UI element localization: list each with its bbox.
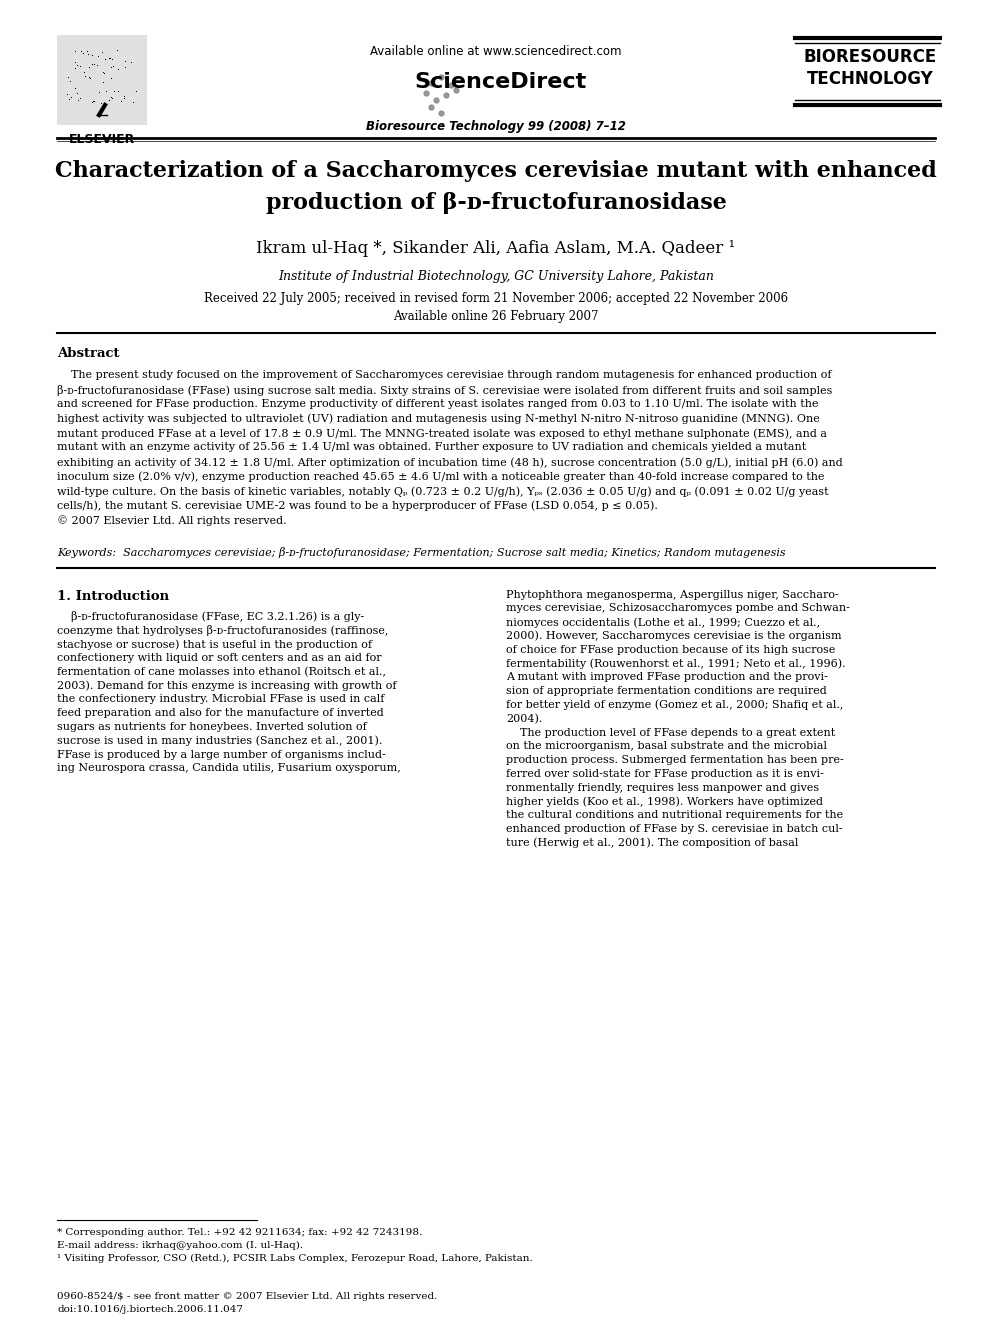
Text: fermentation of cane molasses into ethanol (Roitsch et al.,: fermentation of cane molasses into ethan…	[57, 667, 386, 677]
Text: A mutant with improved FFase production and the provi-: A mutant with improved FFase production …	[506, 672, 828, 683]
Text: ture (Herwig et al., 2001). The composition of basal: ture (Herwig et al., 2001). The composit…	[506, 837, 799, 848]
Text: higher yields (Koo et al., 1998). Workers have optimized: higher yields (Koo et al., 1998). Worker…	[506, 796, 823, 807]
Text: 0960-8524/$ - see front matter © 2007 Elsevier Ltd. All rights reserved.: 0960-8524/$ - see front matter © 2007 El…	[57, 1293, 437, 1301]
Text: ing Neurospora crassa, Candida utilis, Fusarium oxysporum,: ing Neurospora crassa, Candida utilis, F…	[57, 763, 401, 774]
Text: sucrose is used in many industries (Sanchez et al., 2001).: sucrose is used in many industries (Sanc…	[57, 736, 382, 746]
Text: coenzyme that hydrolyses β-ᴅ-fructofuranosides (raffinose,: coenzyme that hydrolyses β-ᴅ-fructofuran…	[57, 626, 389, 636]
Text: ¹ Visiting Professor, CSO (Retd.), PCSIR Labs Complex, Ferozepur Road, Lahore, P: ¹ Visiting Professor, CSO (Retd.), PCSIR…	[57, 1254, 533, 1263]
Text: the cultural conditions and nutritional requirements for the: the cultural conditions and nutritional …	[506, 810, 843, 820]
Text: β-ᴅ-fructofuranosidase (FFase, EC 3.2.1.26) is a gly-: β-ᴅ-fructofuranosidase (FFase, EC 3.2.1.…	[57, 611, 364, 623]
Text: Bioresource Technology 99 (2008) 7–12: Bioresource Technology 99 (2008) 7–12	[366, 120, 626, 134]
Bar	[57, 34, 147, 124]
Text: * Corresponding author. Tel.: +92 42 9211634; fax: +92 42 7243198.: * Corresponding author. Tel.: +92 42 921…	[57, 1228, 423, 1237]
Text: The present study focused on the improvement of Saccharomyces cerevisiae through: The present study focused on the improve…	[57, 370, 831, 380]
Text: the confectionery industry. Microbial FFase is used in calf: the confectionery industry. Microbial FF…	[57, 695, 384, 704]
Text: feed preparation and also for the manufacture of inverted: feed preparation and also for the manufa…	[57, 708, 384, 718]
Text: Received 22 July 2005; received in revised form 21 November 2006; accepted 22 No: Received 22 July 2005; received in revis…	[204, 292, 788, 306]
Text: doi:10.1016/j.biortech.2006.11.047: doi:10.1016/j.biortech.2006.11.047	[57, 1304, 243, 1314]
Text: BIORESOURCE: BIORESOURCE	[804, 48, 936, 66]
Text: Phytophthora meganosperma, Aspergillus niger, Saccharo-: Phytophthora meganosperma, Aspergillus n…	[506, 590, 839, 599]
Text: E-mail address: ikrhaq@yahoo.com (I. ul-Haq).: E-mail address: ikrhaq@yahoo.com (I. ul-…	[57, 1241, 304, 1250]
Text: Institute of Industrial Biotechnology, GC University Lahore, Pakistan: Institute of Industrial Biotechnology, G…	[278, 270, 714, 283]
Text: cells/h), the mutant S. cerevisiae UME-2 was found to be a hyperproducer of FFas: cells/h), the mutant S. cerevisiae UME-2…	[57, 500, 658, 511]
Text: inoculum size (2.0% v/v), enzyme production reached 45.65 ± 4.6 U/ml with a noti: inoculum size (2.0% v/v), enzyme product…	[57, 471, 824, 482]
Text: sugars as nutrients for honeybees. Inverted solution of: sugars as nutrients for honeybees. Inver…	[57, 722, 367, 732]
Text: niomyces occidentalis (Lothe et al., 1999; Cuezzo et al.,: niomyces occidentalis (Lothe et al., 199…	[506, 617, 820, 627]
Text: of choice for FFase production because of its high sucrose: of choice for FFase production because o…	[506, 644, 835, 655]
Text: ferred over solid-state for FFase production as it is envi-: ferred over solid-state for FFase produc…	[506, 769, 824, 779]
Text: wild-type culture. On the basis of kinetic variables, notably Qₚ (0.723 ± 0.2 U/: wild-type culture. On the basis of kinet…	[57, 486, 828, 496]
Text: fermentability (Rouwenhorst et al., 1991; Neto et al., 1996).: fermentability (Rouwenhorst et al., 1991…	[506, 659, 845, 669]
Text: 2000). However, Saccharomyces cerevisiae is the organism: 2000). However, Saccharomyces cerevisiae…	[506, 631, 841, 642]
Text: confectionery with liquid or soft centers and as an aid for: confectionery with liquid or soft center…	[57, 652, 382, 663]
Text: and screened for FFase production. Enzyme productivity of different yeast isolat: and screened for FFase production. Enzym…	[57, 400, 818, 409]
Text: exhibiting an activity of 34.12 ± 1.8 U/ml. After optimization of incubation tim: exhibiting an activity of 34.12 ± 1.8 U/…	[57, 456, 843, 467]
Text: Abstract: Abstract	[57, 347, 119, 360]
Text: Characterization of a Saccharomyces cerevisiae mutant with enhanced: Characterization of a Saccharomyces cere…	[56, 160, 936, 183]
Text: 2003). Demand for this enzyme is increasing with growth of: 2003). Demand for this enzyme is increas…	[57, 680, 397, 691]
Text: enhanced production of FFase by S. cerevisiae in batch cul-: enhanced production of FFase by S. cerev…	[506, 824, 842, 833]
Text: Ikram ul-Haq *, Sikander Ali, Aafia Aslam, M.A. Qadeer ¹: Ikram ul-Haq *, Sikander Ali, Aafia Asla…	[257, 239, 735, 257]
Text: myces cerevisiae, Schizosaccharomyces pombe and Schwan-: myces cerevisiae, Schizosaccharomyces po…	[506, 603, 850, 614]
Text: highest activity was subjected to ultraviolet (UV) radiation and mutagenesis usi: highest activity was subjected to ultrav…	[57, 414, 819, 425]
Text: production process. Submerged fermentation has been pre-: production process. Submerged fermentati…	[506, 755, 844, 765]
Text: © 2007 Elsevier Ltd. All rights reserved.: © 2007 Elsevier Ltd. All rights reserved…	[57, 515, 287, 525]
Text: ELSEVIER: ELSEVIER	[68, 134, 135, 146]
Text: Available online at www.sciencedirect.com: Available online at www.sciencedirect.co…	[370, 45, 622, 58]
Text: mutant with an enzyme activity of 25.56 ± 1.4 U/ml was obtained. Further exposur: mutant with an enzyme activity of 25.56 …	[57, 442, 806, 452]
Text: ronmentally friendly, requires less manpower and gives: ronmentally friendly, requires less manp…	[506, 783, 819, 792]
Text: TECHNOLOGY: TECHNOLOGY	[806, 70, 933, 89]
Text: mutant produced FFase at a level of 17.8 ± 0.9 U/ml. The MNNG-treated isolate wa: mutant produced FFase at a level of 17.8…	[57, 429, 827, 438]
Text: Available online 26 February 2007: Available online 26 February 2007	[393, 310, 599, 323]
Text: production of β-ᴅ-fructofuranosidase: production of β-ᴅ-fructofuranosidase	[266, 192, 726, 214]
Text: for better yield of enzyme (Gomez et al., 2000; Shafiq et al.,: for better yield of enzyme (Gomez et al.…	[506, 700, 843, 710]
Text: stachyose or sucrose) that is useful in the production of: stachyose or sucrose) that is useful in …	[57, 639, 372, 650]
Text: 1. Introduction: 1. Introduction	[57, 590, 169, 602]
Text: β-ᴅ-fructofuranosidase (FFase) using sucrose salt media. Sixty strains of S. cer: β-ᴅ-fructofuranosidase (FFase) using suc…	[57, 385, 832, 396]
Text: on the microorganism, basal substrate and the microbial: on the microorganism, basal substrate an…	[506, 741, 827, 751]
Text: FFase is produced by a large number of organisms includ-: FFase is produced by a large number of o…	[57, 750, 386, 759]
Text: The production level of FFase depends to a great extent: The production level of FFase depends to…	[506, 728, 835, 737]
Text: ScienceDirect: ScienceDirect	[415, 71, 587, 93]
Text: sion of appropriate fermentation conditions are required: sion of appropriate fermentation conditi…	[506, 687, 826, 696]
Text: Keywords:  Saccharomyces cerevisiae; β-ᴅ-fructofuranosidase; Fermentation; Sucro: Keywords: Saccharomyces cerevisiae; β-ᴅ-…	[57, 548, 786, 558]
Text: 2004).: 2004).	[506, 713, 543, 724]
